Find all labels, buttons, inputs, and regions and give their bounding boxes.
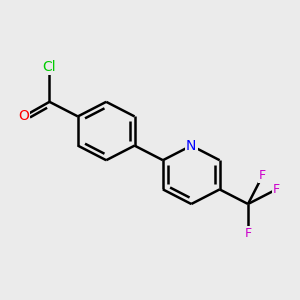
Text: F: F: [244, 227, 252, 240]
Text: F: F: [273, 183, 280, 196]
Text: O: O: [18, 110, 29, 123]
Text: F: F: [259, 169, 266, 182]
Text: Cl: Cl: [43, 60, 56, 74]
Text: N: N: [186, 139, 196, 153]
